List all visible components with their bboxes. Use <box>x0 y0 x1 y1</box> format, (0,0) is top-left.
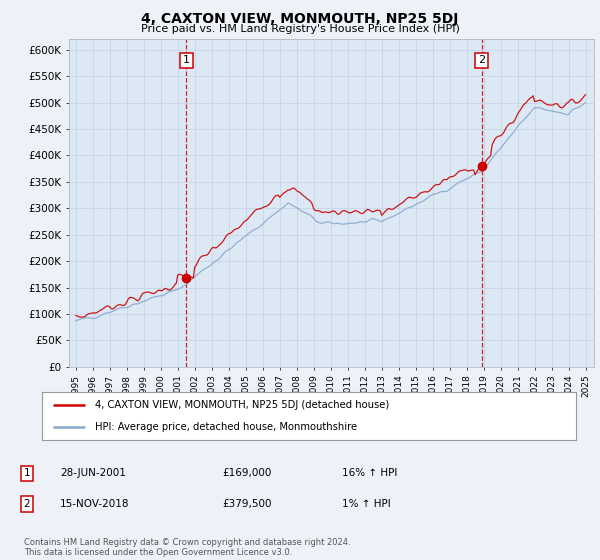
Text: 15-NOV-2018: 15-NOV-2018 <box>60 499 130 509</box>
Text: 1: 1 <box>183 55 190 66</box>
Text: Contains HM Land Registry data © Crown copyright and database right 2024.
This d: Contains HM Land Registry data © Crown c… <box>24 538 350 557</box>
Text: 1% ↑ HPI: 1% ↑ HPI <box>342 499 391 509</box>
Text: 4, CAXTON VIEW, MONMOUTH, NP25 5DJ: 4, CAXTON VIEW, MONMOUTH, NP25 5DJ <box>142 12 458 26</box>
Text: 28-JUN-2001: 28-JUN-2001 <box>60 468 126 478</box>
Text: 16% ↑ HPI: 16% ↑ HPI <box>342 468 397 478</box>
Text: 2: 2 <box>478 55 485 66</box>
Text: 4, CAXTON VIEW, MONMOUTH, NP25 5DJ (detached house): 4, CAXTON VIEW, MONMOUTH, NP25 5DJ (deta… <box>95 400 389 410</box>
Text: £379,500: £379,500 <box>222 499 271 509</box>
Text: 1: 1 <box>23 468 31 478</box>
Text: 2: 2 <box>23 499 31 509</box>
Text: £169,000: £169,000 <box>222 468 271 478</box>
Text: HPI: Average price, detached house, Monmouthshire: HPI: Average price, detached house, Monm… <box>95 422 358 432</box>
Text: Price paid vs. HM Land Registry's House Price Index (HPI): Price paid vs. HM Land Registry's House … <box>140 24 460 34</box>
